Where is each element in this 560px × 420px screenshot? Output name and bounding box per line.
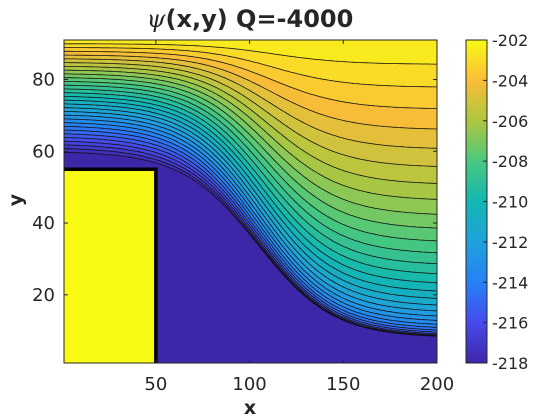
y-tick-label: 80 bbox=[32, 69, 55, 90]
plot-frame bbox=[63, 39, 438, 364]
colorbar-tick-label: -208 bbox=[492, 152, 528, 171]
title-psi-symbol: ψ bbox=[147, 5, 167, 33]
x-tick-label: 150 bbox=[326, 374, 360, 395]
contour-line bbox=[64, 148, 437, 337]
contour-line bbox=[64, 66, 437, 184]
plot-area bbox=[64, 40, 437, 363]
obstacle-block bbox=[64, 169, 156, 363]
contour-fills bbox=[64, 40, 437, 363]
contour-line bbox=[64, 81, 437, 242]
y-axis-ticks: 20 40 60 80 bbox=[32, 69, 437, 306]
colorbar-tick-label: -216 bbox=[492, 314, 528, 333]
contour-line bbox=[64, 77, 437, 229]
x-axis-ticks: 50 100 150 200 bbox=[144, 40, 454, 395]
contour-line bbox=[64, 103, 437, 299]
contour-line bbox=[64, 54, 437, 130]
contour-line bbox=[64, 62, 437, 167]
contour-line bbox=[64, 114, 437, 317]
colorbar-ticks: -202 -204 -206 -208 -210 -212 -214 -216 -218 bbox=[483, 31, 528, 373]
x-tick-label: 100 bbox=[232, 374, 266, 395]
contour-band bbox=[64, 40, 437, 65]
y-tick-label: 60 bbox=[32, 141, 55, 162]
contour-line bbox=[64, 99, 437, 292]
contour-line bbox=[64, 122, 437, 325]
x-tick-label: 50 bbox=[144, 374, 167, 395]
colorbar-tick-label: -212 bbox=[492, 233, 528, 252]
x-tick-label: 200 bbox=[420, 374, 454, 395]
colorbar-tick-label: -214 bbox=[492, 273, 528, 292]
contour-line bbox=[64, 96, 437, 284]
contour-line bbox=[64, 118, 437, 321]
contour-line bbox=[64, 92, 437, 275]
y-tick-label: 40 bbox=[32, 213, 55, 234]
contour-line bbox=[64, 73, 437, 215]
colorbar-tick-label: -210 bbox=[492, 193, 528, 212]
contour-line bbox=[64, 144, 437, 336]
obstacle-edge bbox=[64, 167, 158, 363]
x-axis-label: x bbox=[244, 397, 256, 419]
contour-line bbox=[64, 140, 437, 336]
colorbar-tick-label: -204 bbox=[492, 71, 528, 90]
colorbar-tick-label: -202 bbox=[492, 31, 528, 50]
contour-line bbox=[64, 137, 437, 335]
contour-line bbox=[64, 43, 437, 65]
contour-line bbox=[64, 50, 437, 109]
contour-line bbox=[64, 69, 437, 200]
chart-title: ψ(x,y) Q=-4000 bbox=[147, 5, 354, 33]
y-tick-label: 20 bbox=[32, 285, 55, 306]
contour-lines bbox=[64, 43, 437, 337]
contour-line bbox=[64, 129, 437, 331]
contour-line bbox=[64, 125, 437, 328]
colorbar-tick-label: -206 bbox=[492, 112, 528, 131]
contour-line bbox=[64, 84, 437, 254]
contour-line bbox=[64, 88, 437, 265]
contour-line bbox=[64, 111, 437, 312]
colorbar-tick-label: -218 bbox=[492, 354, 528, 373]
contour-line bbox=[64, 107, 437, 306]
contour-line bbox=[64, 58, 437, 149]
contour-line bbox=[64, 47, 437, 88]
title-text: (x,y) Q=-4000 bbox=[166, 5, 354, 33]
contour-line bbox=[64, 133, 437, 333]
y-axis-label: y bbox=[5, 193, 27, 206]
